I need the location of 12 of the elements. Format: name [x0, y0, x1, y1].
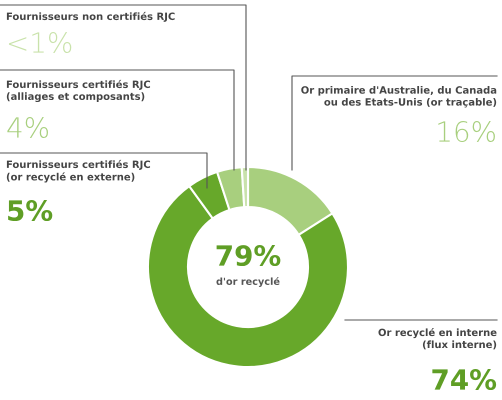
slice-label: Fournisseurs non certifiés RJC: [6, 12, 175, 22]
slice-label: Or primaire d'Australie, du Canada ou des Etats-Unis (or traçable): [301, 86, 496, 108]
text: 79%: [216, 245, 280, 266]
slice-label: Fournisseurs certifiés RJC (or recyclé en externe): [6, 160, 150, 183]
slice-label: Or recyclé en interne (flux interne): [378, 328, 497, 350]
data-label: 16%: [438, 121, 495, 142]
data-label: 4%: [7, 117, 48, 138]
text: d'or recyclé: [216, 277, 280, 287]
data-label: <1%: [8, 32, 72, 54]
data-label: 5%: [8, 200, 52, 222]
data-label: 74%: [432, 369, 496, 390]
slice-label: Fournisseurs certifiés RJC (alliages et composants): [6, 80, 150, 102]
